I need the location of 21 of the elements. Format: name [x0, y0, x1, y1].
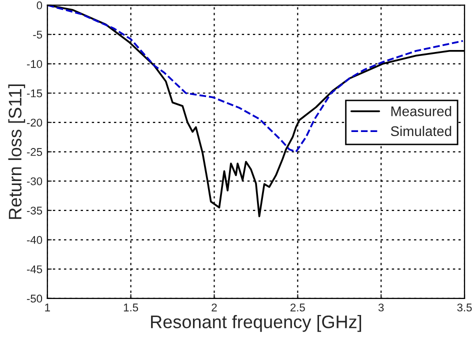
x-axis-title: Resonant frequency [GHz]: [151, 315, 362, 332]
x-tick-label: 1: [45, 304, 50, 312]
y-tick-label: -45: [26, 265, 42, 274]
y-tick-label: -30: [26, 177, 42, 186]
x-tick-label: 2: [212, 304, 217, 312]
y-tick-label: -35: [26, 206, 42, 215]
y-tick-label: -50: [26, 294, 42, 303]
legend-label: Measured: [391, 106, 452, 116]
y-tick-label: -25: [26, 148, 42, 156]
y-tick-label: -20: [26, 118, 42, 127]
legend-label: Simulated: [390, 126, 452, 136]
x-tick-label: 2.5: [290, 304, 305, 312]
y-tick-label: -5: [33, 30, 42, 39]
x-tick-label: 1.5: [124, 304, 138, 312]
y-axis-title: Return loss [S11]: [8, 84, 26, 219]
y-tick-label: -10: [26, 60, 42, 68]
y-tick-label: -40: [26, 236, 42, 244]
y-tick-label: 0: [36, 1, 42, 10]
x-tick-label: 3: [378, 304, 384, 312]
x-tick-label: 3.5: [457, 304, 472, 312]
y-tick-label: -15: [26, 90, 42, 98]
